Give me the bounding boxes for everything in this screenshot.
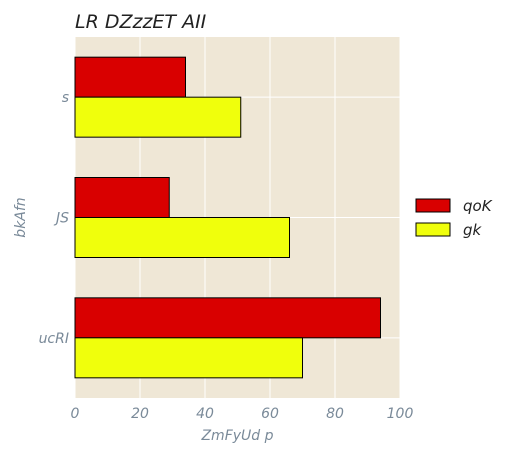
x-tick-labels: 0 20 40 60 80 100	[71, 406, 414, 422]
x-tick-label: 0	[71, 406, 80, 422]
legend-label-gk: gk	[463, 221, 483, 239]
legend: qoK gk	[415, 197, 493, 239]
legend-swatch-qoK	[415, 198, 451, 213]
x-tick-label: 100	[387, 406, 414, 422]
y-tick-label: s	[62, 90, 69, 106]
x-tick-label: 20	[131, 406, 149, 422]
y-tick-labels: s JS ucRI	[39, 90, 70, 347]
bar-gk-s	[74, 96, 242, 138]
chart-title: LR DZzzET AII	[75, 11, 207, 33]
x-axis-label: ZmFyUd p	[200, 428, 273, 444]
y-tick-label: ucRI	[39, 331, 69, 347]
bar-qoK-s	[74, 56, 186, 98]
y-tick-label: JS	[53, 211, 69, 227]
bar-gk-JS	[74, 217, 290, 258]
legend-label-qoK: qoK	[463, 197, 493, 215]
x-tick-label: 40	[196, 406, 214, 422]
x-tick-label: 80	[326, 406, 344, 422]
bars	[74, 56, 381, 379]
legend-swatch-gk	[415, 222, 451, 237]
x-tick-label: 60	[261, 406, 279, 422]
bar-gk-ucRI	[74, 337, 303, 379]
bar-qoK-JS	[74, 177, 170, 218]
bar-qoK-ucRI	[74, 297, 381, 339]
y-axis-label: bkAfn	[13, 197, 29, 237]
